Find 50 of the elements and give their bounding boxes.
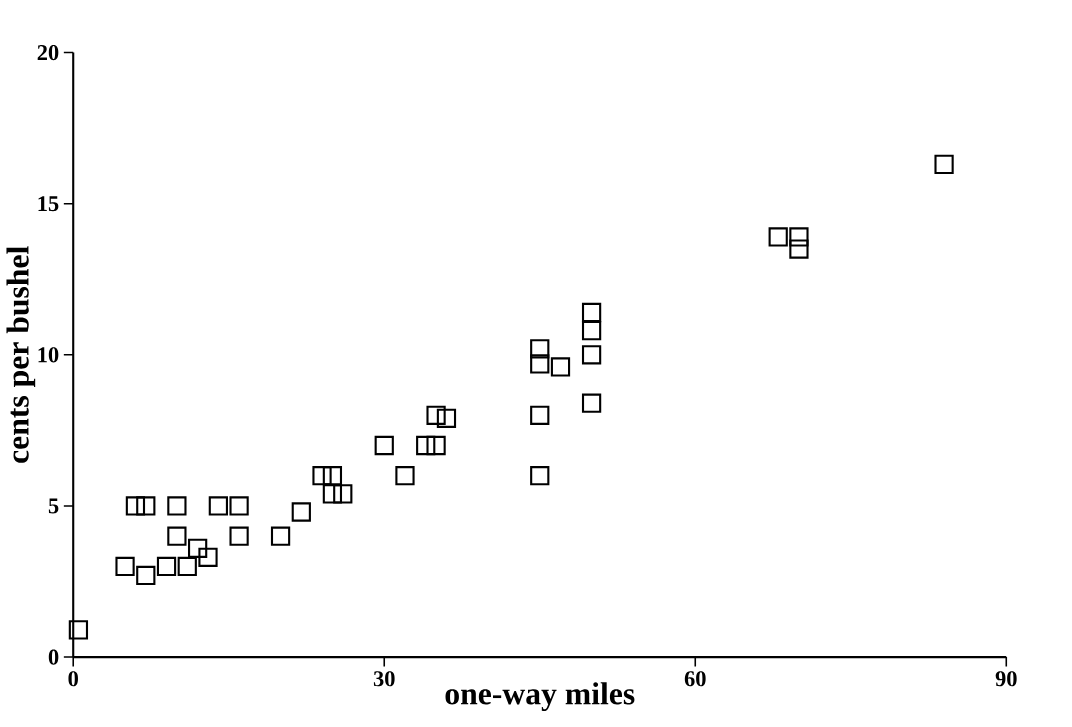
point <box>333 484 353 504</box>
point <box>322 484 343 504</box>
point <box>68 620 89 640</box>
point <box>530 466 550 486</box>
point <box>395 466 415 486</box>
point <box>768 227 788 247</box>
y-tick-label: 15 <box>38 196 59 212</box>
point <box>322 466 343 486</box>
point <box>789 239 809 259</box>
point <box>167 526 187 547</box>
point <box>374 436 394 456</box>
point <box>426 436 446 456</box>
point <box>426 405 446 426</box>
point <box>270 526 291 547</box>
point <box>312 466 332 486</box>
point <box>291 502 311 522</box>
point <box>789 227 809 247</box>
point <box>115 556 135 577</box>
point <box>581 393 602 414</box>
x-tick-label: 90 <box>995 671 1017 687</box>
x-tick-label: 60 <box>684 671 706 687</box>
y-axis-title: cents per bushel <box>6 246 36 464</box>
x-tick-label: 0 <box>68 671 78 687</box>
point <box>436 408 457 429</box>
point <box>934 154 954 175</box>
point <box>187 538 208 559</box>
y-tick-label: 5 <box>48 498 59 514</box>
point <box>136 496 156 516</box>
point <box>581 345 602 365</box>
x-axis-title: one-way miles <box>445 682 635 712</box>
point <box>208 496 228 516</box>
y-tick-label: 20 <box>37 45 59 61</box>
point <box>125 496 146 516</box>
point <box>550 357 571 377</box>
point <box>229 526 249 547</box>
y-tick-label: 0 <box>48 649 59 665</box>
point <box>229 496 249 516</box>
point <box>581 303 602 323</box>
point <box>136 566 156 586</box>
point <box>530 405 550 426</box>
point <box>198 547 218 568</box>
y-tick-label: 10 <box>38 347 59 363</box>
point <box>530 354 550 374</box>
point <box>156 556 177 577</box>
point <box>530 339 550 359</box>
point <box>416 436 436 456</box>
point <box>177 556 197 577</box>
point <box>581 321 602 341</box>
x-tick-label: 30 <box>373 671 395 687</box>
point <box>167 496 187 516</box>
